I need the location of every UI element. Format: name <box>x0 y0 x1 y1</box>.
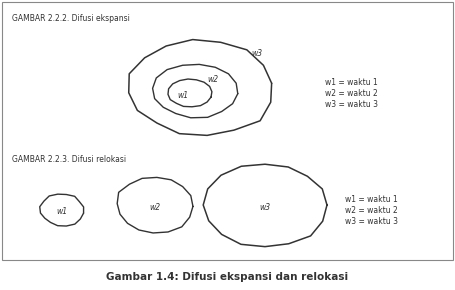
Text: w3: w3 <box>252 50 263 59</box>
Text: w3: w3 <box>259 202 271 211</box>
Text: GAMBAR 2.2.2. Difusi ekspansi: GAMBAR 2.2.2. Difusi ekspansi <box>12 14 130 23</box>
Text: w2: w2 <box>207 75 218 84</box>
Text: w3 = waktu 3: w3 = waktu 3 <box>325 100 378 109</box>
Text: w1 = waktu 1: w1 = waktu 1 <box>345 195 398 204</box>
Text: w2 = waktu 2: w2 = waktu 2 <box>345 206 398 215</box>
Text: w2: w2 <box>149 202 161 211</box>
Text: w1: w1 <box>177 90 188 99</box>
Text: w3 = waktu 3: w3 = waktu 3 <box>345 217 398 226</box>
Text: w2 = waktu 2: w2 = waktu 2 <box>325 89 378 98</box>
Text: w1 = waktu 1: w1 = waktu 1 <box>325 78 378 87</box>
Bar <box>2 2 453 260</box>
Text: GAMBAR 2.2.3. Difusi relokasi: GAMBAR 2.2.3. Difusi relokasi <box>12 155 126 164</box>
Text: Gambar 1.4: Difusi ekspansi dan relokasi: Gambar 1.4: Difusi ekspansi dan relokasi <box>106 272 349 282</box>
Text: w1: w1 <box>56 208 67 217</box>
